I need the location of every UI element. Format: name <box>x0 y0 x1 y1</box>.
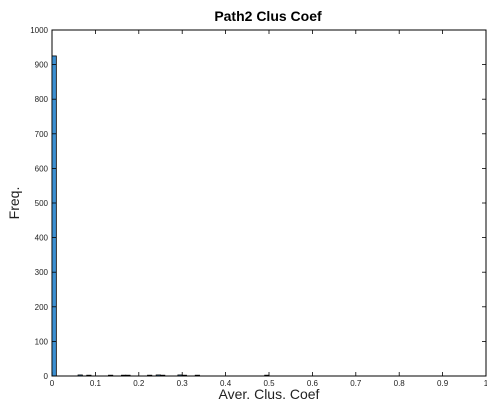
histogram-bar <box>147 374 153 377</box>
y-tick-label: 1000 <box>30 26 48 35</box>
y-tick-label: 300 <box>35 268 49 277</box>
x-tick-label: 0.4 <box>220 379 232 388</box>
chart-title: Path2 Clus Coef <box>214 8 322 24</box>
histogram-bar <box>264 374 270 377</box>
histogram-bar <box>177 374 183 377</box>
x-tick-label: 1 <box>484 379 487 388</box>
histogram-bar <box>194 374 200 377</box>
y-tick-label: 200 <box>35 303 49 312</box>
x-tick-label: 0.2 <box>133 379 145 388</box>
histogram-bar <box>86 374 92 377</box>
y-tick-label: 100 <box>35 337 49 346</box>
x-tick-label: 0.7 <box>350 379 362 388</box>
y-tick-label: 700 <box>35 130 49 139</box>
histogram-bar <box>51 55 57 377</box>
x-axis-label: Aver. Clus. Coef <box>219 386 320 402</box>
histogram-bar <box>77 374 83 377</box>
x-tick-label: 0 <box>50 379 55 388</box>
x-tick-label: 0.5 <box>263 379 275 388</box>
bars-group <box>51 55 270 377</box>
histogram-bar <box>155 374 161 377</box>
x-tick-label: 0.6 <box>307 379 319 388</box>
y-tick-label: 500 <box>35 199 49 208</box>
y-tick-label: 400 <box>35 234 49 243</box>
x-ticks-group: 0 0.1 0.2 0.3 0.4 0.5 0.6 0.7 0.8 0.9 1 <box>50 30 487 388</box>
histogram-bar <box>181 374 187 377</box>
plot-area <box>51 29 487 377</box>
histogram-bar <box>108 374 114 377</box>
histogram-bar <box>160 374 166 377</box>
y-ticks-group: 0 100 200 300 400 500 600 700 800 900 1000 <box>30 26 486 381</box>
y-tick-label: 900 <box>35 61 49 70</box>
y-tick-label: 800 <box>35 95 49 104</box>
histogram-bar <box>125 374 131 377</box>
histogram-bar <box>121 374 127 377</box>
x-tick-label: 0.3 <box>177 379 189 388</box>
y-axis-label: Freq. <box>6 187 22 220</box>
y-tick-label: 600 <box>35 164 49 173</box>
x-tick-label: 0.1 <box>90 379 102 388</box>
y-tick-label: 0 <box>44 372 49 381</box>
x-tick-label: 0.9 <box>437 379 449 388</box>
x-tick-label: 0.8 <box>394 379 406 388</box>
